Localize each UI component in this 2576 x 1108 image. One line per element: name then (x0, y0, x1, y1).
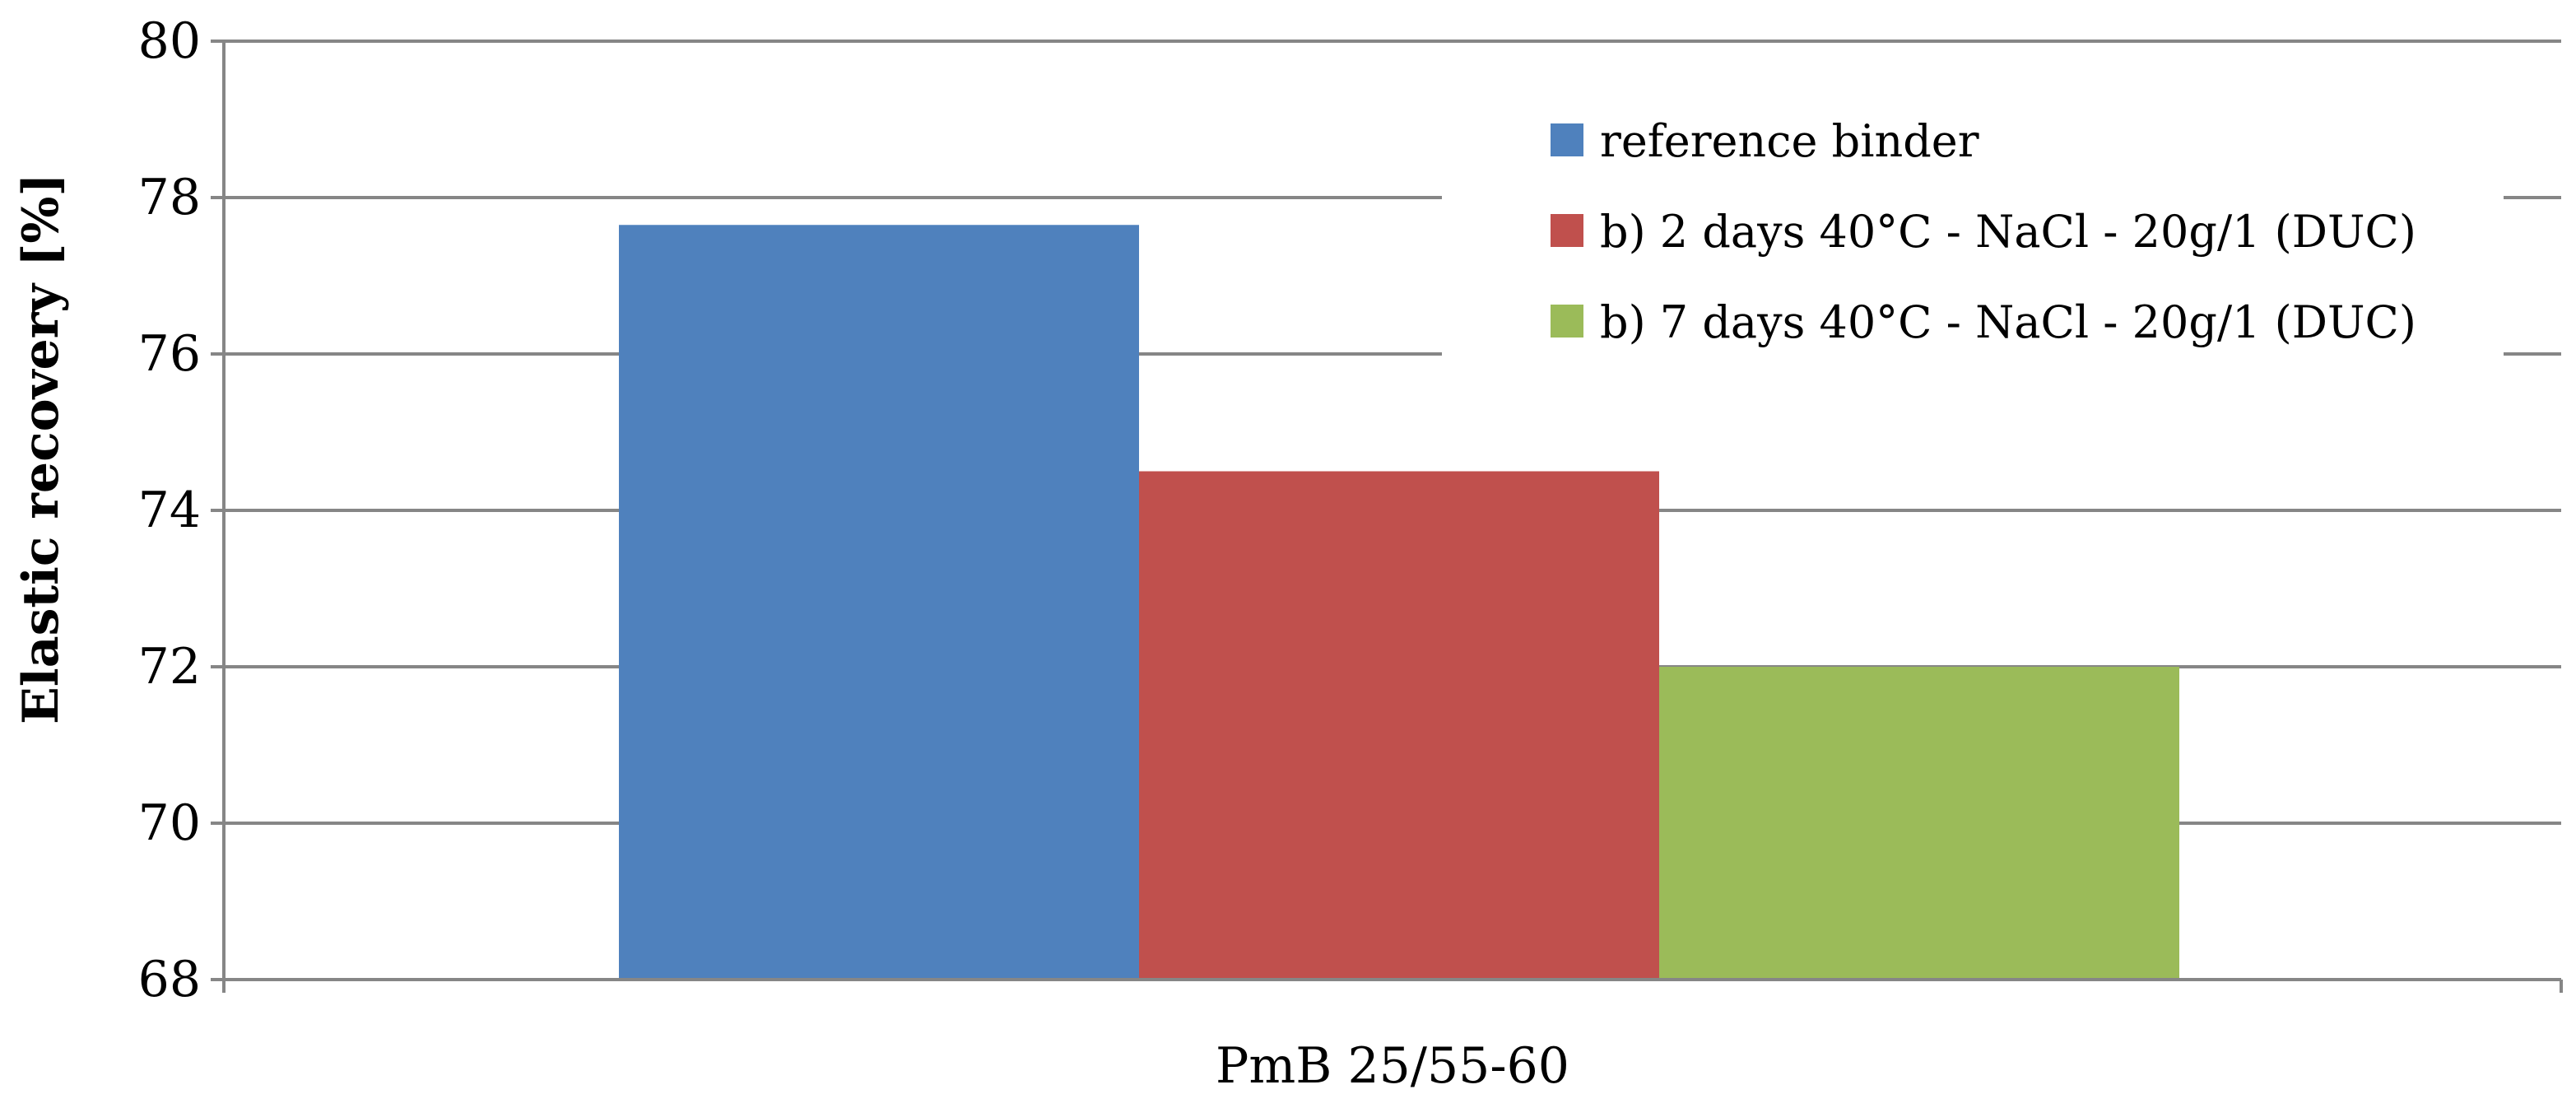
legend-swatch (1551, 123, 1583, 156)
legend-swatch (1551, 214, 1583, 247)
legend: reference binder b) 2 days 40°C - NaCl - … (1442, 102, 2504, 374)
bars (619, 225, 2179, 980)
y-tick-labels: 68 70 72 74 76 78 80 (138, 12, 201, 1008)
bar-3 (1659, 667, 2179, 980)
y-tick-label: 72 (138, 638, 201, 696)
y-tick-label: 68 (138, 951, 201, 1008)
x-category-labels: PmB 25/55-60 (1216, 1037, 1569, 1095)
y-tick-label: 70 (138, 794, 201, 852)
legend-label: reference binder (1600, 115, 1979, 167)
axes (211, 40, 2563, 993)
legend-swatch (1551, 305, 1583, 338)
y-tick-label: 80 (138, 12, 201, 70)
bar-2 (1139, 471, 1659, 980)
y-tick-label: 78 (138, 169, 201, 226)
legend-label: b) 7 days 40°C - NaCl - 20g/1 (DUC) (1600, 296, 2416, 348)
y-tick-label: 76 (138, 325, 201, 383)
y-tick-label: 74 (138, 482, 201, 539)
y-axis-title: Elastic recovery [%] (12, 173, 70, 724)
legend-label: b) 2 days 40°C - NaCl - 20g/1 (DUC) (1600, 206, 2416, 258)
x-category-label: PmB 25/55-60 (1216, 1037, 1569, 1095)
bar-1 (619, 225, 1139, 980)
legend-box (1442, 102, 2504, 374)
